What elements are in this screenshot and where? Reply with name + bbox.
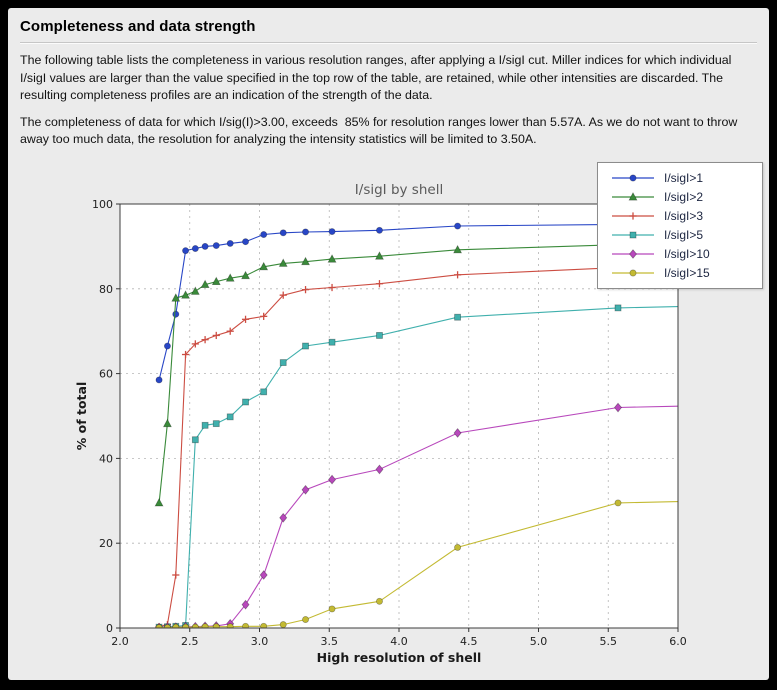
panel-body: The following table lists the completene… (20, 52, 763, 666)
x-axis-label: High resolution of shell (317, 650, 482, 665)
x-tick-label: 4.5 (460, 635, 478, 648)
legend-label: I/sigI>15 (664, 266, 710, 281)
intro-paragraph: The following table lists the completene… (20, 53, 735, 103)
y-tick-label: 40 (99, 452, 113, 465)
legend-label: I/sigI>1 (664, 171, 704, 186)
legend-circle-marker-icon (612, 174, 654, 182)
x-tick-label: 5.0 (530, 635, 548, 648)
x-tick-label: 2.0 (111, 635, 129, 648)
legend-circle-marker-icon (612, 269, 654, 277)
report-panel: Completeness and data strength The follo… (8, 8, 769, 680)
chart-svg: 2.0 2.5 3.0 3.5 4.0 4.5 5.0 5.5 6.0 0 20 40 60 80 100 I… (74, 182, 687, 665)
x-tick-label: 4.0 (390, 635, 408, 648)
y-axis-label: % of total (74, 382, 89, 451)
legend-plus-marker-icon (612, 212, 654, 220)
chart-legend: I/sigI>1 I/sigI>2 I/sigI>3 I/sigI>5 I/sigI>1… (597, 162, 763, 290)
x-tick-label: 2.5 (181, 635, 199, 648)
legend-item-2: I/sigI>2 (610, 190, 750, 204)
legend-item-5: I/sigI>10 (610, 247, 750, 261)
legend-item-1: I/sigI>1 (610, 171, 750, 185)
x-tick-label: 6.0 (669, 635, 687, 648)
y-tick-label: 0 (106, 622, 113, 635)
x-tick-label: 3.0 (251, 635, 269, 648)
legend-label: I/sigI>3 (664, 209, 704, 224)
summary-paragraph: The completeness of data for which I/sig… (20, 114, 741, 147)
y-tick-label: 20 (99, 537, 113, 550)
legend-item-4: I/sigI>5 (610, 228, 750, 242)
legend-triangle-marker-icon (612, 192, 654, 201)
legend-item-6: I/sigI>15 (610, 266, 750, 280)
legend-square-marker-icon (612, 231, 654, 239)
page-title: Completeness and data strength (20, 18, 256, 35)
legend-label: I/sigI>2 (664, 190, 704, 205)
completeness-chart: 2.0 2.5 3.0 3.5 4.0 4.5 5.0 5.5 6.0 0 20 40 60 80 100 I… (20, 158, 763, 666)
y-tick-label: 80 (99, 283, 113, 296)
series-group (154, 220, 678, 629)
legend-label: I/sigI>10 (664, 247, 710, 262)
x-tick-label: 5.5 (600, 635, 618, 648)
chart-title: I/sigI by shell (355, 182, 443, 198)
legend-diamond-marker-icon (612, 249, 654, 259)
panel-header: Completeness and data strength (20, 18, 757, 43)
legend-label: I/sigI>5 (664, 228, 704, 243)
legend-item-3: I/sigI>3 (610, 209, 750, 223)
y-tick-label: 60 (99, 368, 113, 381)
x-tick-label: 3.5 (321, 635, 339, 648)
y-tick-label: 100 (92, 198, 113, 211)
